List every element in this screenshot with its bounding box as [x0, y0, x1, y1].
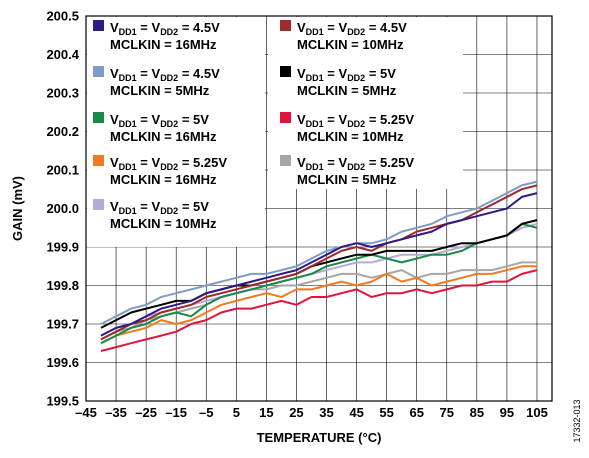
y-tick-label: 200.0 — [46, 201, 79, 216]
x-tick-label: –5 — [199, 405, 213, 420]
x-tick-label: 25 — [289, 405, 303, 420]
legend-mclk-label: MCLKIN = 5MHz — [297, 83, 397, 98]
legend-vdd-label: VDD1 = VDD2 = 4.5V — [110, 20, 220, 37]
legend-swatch — [93, 66, 104, 77]
y-tick-label: 200.5 — [46, 9, 79, 24]
x-tick-label: 95 — [500, 405, 514, 420]
y-tick-label: 200.4 — [46, 47, 79, 62]
x-axis-label: TEMPERATURE (°C) — [257, 430, 382, 445]
y-axis-label: GAIN (mV) — [10, 176, 25, 241]
legend-background — [87, 17, 265, 247]
legend-vdd-label: VDD1 = VDD2 = 5V — [110, 112, 209, 129]
series-lines — [100, 180, 538, 352]
plot-frame — [85, 15, 553, 402]
y-tick-label: 199.6 — [46, 355, 79, 370]
x-tick-label: 75 — [440, 405, 454, 420]
y-tick-label: 200.1 — [46, 163, 79, 178]
legend-vdd-label: VDD1 = VDD2 = 5V — [297, 66, 396, 83]
x-tick-label: 5 — [233, 405, 240, 420]
y-tick-label: 199.8 — [46, 278, 79, 293]
y-tick-label: 199.9 — [46, 240, 79, 255]
series-line — [100, 261, 537, 341]
legend-mclk-label: MCLKIN = 16MHz — [110, 129, 217, 144]
figure-id: 17332-013 — [572, 399, 582, 442]
legend-vdd-label: VDD1 = VDD2 = 5V — [110, 199, 209, 216]
x-tick-labels: –45 –35 –25 –15 –5 5 15 25 35 45 55 65 75 85 95 105 — [75, 405, 548, 420]
x-tick-label: 35 — [319, 405, 333, 420]
legend-mclk-label: MCLKIN = 10MHz — [297, 129, 404, 144]
x-tick-label: 85 — [470, 405, 484, 420]
x-tick-label: –25 — [135, 405, 157, 420]
y-tick-label: 199.7 — [46, 317, 79, 332]
legend-swatch — [280, 20, 291, 31]
legend-swatch — [93, 155, 104, 166]
legend-swatch — [280, 112, 291, 123]
legend-swatch — [93, 112, 104, 123]
legend-swatch — [93, 20, 104, 31]
x-tick-label: 105 — [526, 405, 548, 420]
legend-swatch — [280, 66, 291, 77]
x-tick-label: 15 — [259, 405, 273, 420]
y-tick-labels: 199.5 199.6 199.7 199.8 199.9 200.0 200.1 200.2… — [46, 9, 79, 409]
legend-vdd-label: VDD1 = VDD2 = 5.25V — [297, 155, 414, 172]
y-tick-label: 199.5 — [46, 394, 79, 409]
legend-mclk-label: MCLKIN = 10MHz — [110, 216, 217, 231]
legend-mclk-label: MCLKIN = 5MHz — [110, 83, 210, 98]
series-line — [100, 269, 538, 352]
legend-vdd-label: VDD1 = VDD2 = 4.5V — [110, 66, 220, 83]
legend-swatch — [280, 155, 291, 166]
y-tick-label: 200.3 — [46, 86, 79, 101]
series-line — [100, 265, 537, 345]
x-tick-label: 65 — [409, 405, 423, 420]
legend-background — [268, 17, 463, 189]
legend-vdd-label: VDD1 = VDD2 = 5.25V — [297, 112, 414, 129]
legend-mclk-label: MCLKIN = 10MHz — [297, 37, 404, 52]
x-tick-label: –35 — [105, 405, 127, 420]
series-line — [100, 222, 538, 345]
x-tick-label: –15 — [165, 405, 187, 420]
y-tick-label: 200.2 — [46, 124, 79, 139]
series-line — [100, 180, 538, 325]
series-line — [100, 192, 538, 337]
series-line — [100, 219, 538, 329]
legend-swatch — [93, 199, 104, 210]
legend-mclk-label: MCLKIN = 5MHz — [297, 172, 397, 187]
legend-vdd-label: VDD1 = VDD2 = 5.25V — [110, 155, 227, 172]
x-tick-label: 55 — [379, 405, 393, 420]
x-tick-label: –45 — [75, 405, 97, 420]
x-tick-label: 45 — [349, 405, 363, 420]
legend-mclk-label: MCLKIN = 16MHz — [110, 172, 217, 187]
legend-vdd-label: VDD1 = VDD2 = 4.5V — [297, 20, 407, 37]
legend-mclk-label: MCLKIN = 16MHz — [110, 37, 217, 52]
